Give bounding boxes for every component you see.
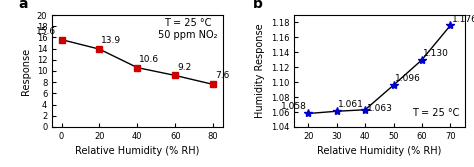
Text: T = 25 °C
50 ppm NO₂: T = 25 °C 50 ppm NO₂ (158, 18, 218, 40)
Text: b: b (253, 0, 263, 11)
Text: 15.6: 15.6 (36, 27, 56, 36)
Text: 1.063: 1.063 (366, 105, 392, 114)
Text: 10.6: 10.6 (139, 55, 159, 64)
Text: 1.061: 1.061 (338, 100, 364, 109)
X-axis label: Relative Humidity (% RH): Relative Humidity (% RH) (75, 146, 200, 156)
Text: 13.9: 13.9 (101, 36, 121, 45)
Text: 1.130: 1.130 (423, 49, 449, 58)
Text: 1.176: 1.176 (452, 15, 474, 24)
Text: 7.6: 7.6 (215, 71, 229, 80)
Text: a: a (18, 0, 27, 11)
Y-axis label: Humidity Response: Humidity Response (255, 24, 265, 118)
Text: T = 25 °C: T = 25 °C (412, 108, 459, 118)
Text: 9.2: 9.2 (177, 62, 191, 71)
Text: 1.096: 1.096 (395, 74, 421, 83)
Y-axis label: Response: Response (21, 47, 31, 95)
X-axis label: Relative Humidity (% RH): Relative Humidity (% RH) (317, 146, 441, 156)
Text: 1.058: 1.058 (281, 102, 307, 111)
